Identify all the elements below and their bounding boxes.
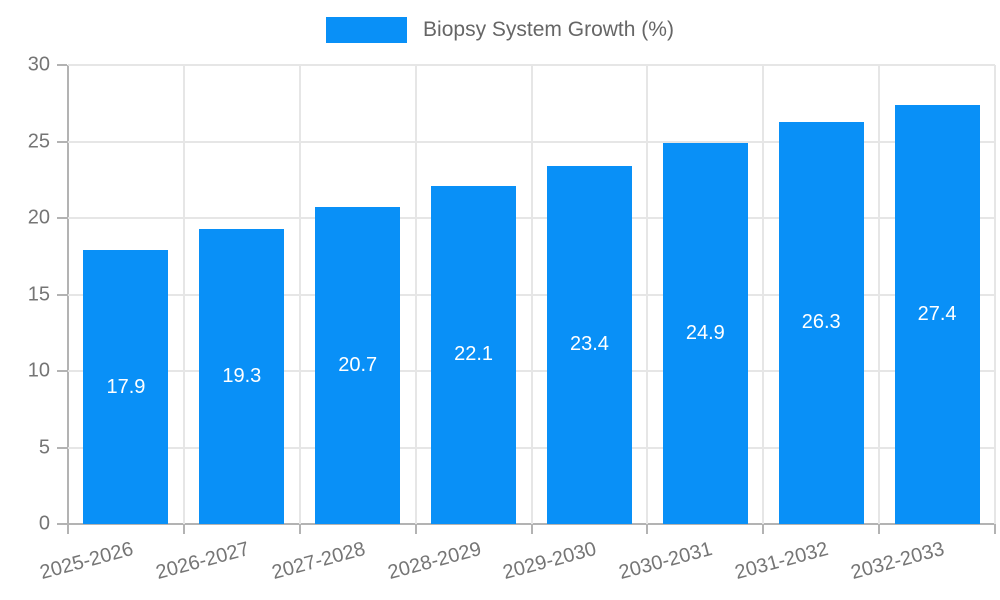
x-tick-mark — [67, 524, 69, 534]
legend-swatch — [326, 17, 408, 43]
x-tick-mark — [994, 524, 996, 534]
bar-2030-2031[interactable]: 24.9 — [662, 143, 748, 524]
bar-2027-2028[interactable]: 20.7 — [315, 207, 401, 524]
x-tick-mark — [878, 524, 881, 534]
x-tick-mark — [298, 524, 301, 534]
bar-value-label: 23.4 — [569, 333, 609, 356]
y-tick-mark — [57, 370, 67, 372]
y-tick-label: 0 — [38, 512, 50, 535]
x-tick-mark — [530, 524, 533, 534]
y-tick-mark — [57, 293, 67, 296]
v-gridline — [530, 65, 533, 524]
bar-value-label: 19.3 — [222, 364, 262, 387]
plot-area: 0 5 10 15 20 25 30 17.9 19.3 20.7 22.1 23.4 24.9 26.3… — [28, 54, 996, 584]
bar-value-label: 22.1 — [454, 343, 494, 366]
bar-2029-2030[interactable]: 23.4 — [546, 165, 632, 524]
v-gridline — [414, 65, 417, 524]
y-tick-label: 25 — [27, 130, 50, 152]
x-tick-mark — [182, 524, 185, 534]
bar-2025-2026[interactable]: 17.9 — [83, 250, 169, 524]
bar-2028-2029[interactable]: 22.1 — [431, 185, 517, 524]
bar-value-label: 26.3 — [801, 311, 841, 334]
y-tick-mark — [57, 140, 67, 143]
x-tick-mark — [646, 524, 649, 534]
x-tick-mark — [762, 524, 765, 534]
v-gridline — [182, 65, 185, 524]
v-gridline — [878, 65, 881, 524]
bar-value-label: 17.9 — [106, 375, 146, 398]
y-tick-label: 30 — [27, 53, 50, 76]
y-tick-mark — [57, 64, 67, 66]
y-tick-label: 5 — [38, 436, 50, 458]
legend-label: Biopsy System Growth (%) — [423, 18, 674, 41]
bar-value-label: 24.9 — [685, 322, 725, 345]
y-tick-label: 15 — [27, 283, 50, 305]
legend[interactable]: Biopsy System Growth (%) — [0, 14, 1000, 46]
y-tick-mark — [57, 523, 67, 525]
v-gridline — [646, 65, 649, 524]
y-tick-mark — [57, 446, 67, 449]
y-tick-mark — [57, 217, 67, 219]
v-gridline — [298, 65, 301, 524]
v-gridline — [994, 65, 996, 524]
y-tick-label: 20 — [27, 206, 50, 229]
bar-value-label: 27.4 — [917, 302, 957, 325]
bar-2032-2033[interactable]: 27.4 — [894, 104, 980, 524]
bar-2026-2027[interactable]: 19.3 — [199, 228, 285, 524]
y-tick-label: 10 — [27, 359, 50, 382]
bar-value-label: 20.7 — [338, 354, 378, 377]
v-gridline — [762, 65, 765, 524]
x-tick-mark — [414, 524, 417, 534]
bar-2031-2032[interactable]: 26.3 — [778, 121, 864, 524]
